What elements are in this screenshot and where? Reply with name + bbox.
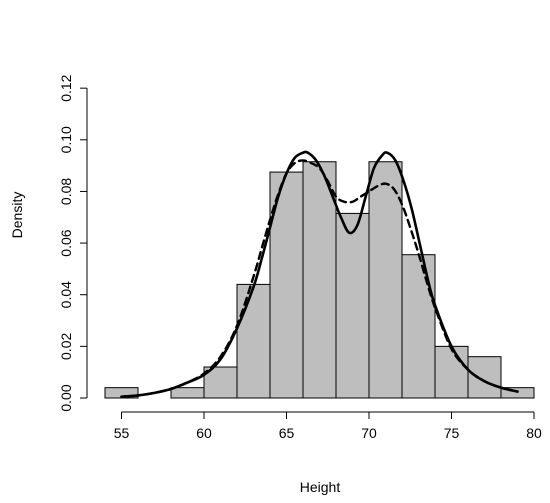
histogram-bar-58-60 [170, 387, 205, 399]
y-tick-label: 0.04 [58, 281, 74, 308]
y-tick-label: 0.02 [58, 333, 74, 360]
x-tick-label: 80 [526, 425, 542, 441]
histogram-bar-62-64 [236, 283, 271, 399]
y-axis: 0.00 0.02 0.04 0.06 0.08 0.10 0.12 [58, 74, 88, 412]
x-axis-title: Height [300, 479, 341, 495]
x-tick-label: 75 [444, 425, 460, 441]
x-axis: 55 60 65 70 75 80 [114, 411, 542, 441]
histogram-bar-66-68 [302, 161, 337, 399]
histogram-bars [104, 161, 535, 399]
solid-density-curve [120, 150, 519, 399]
x-tick-label: 60 [196, 425, 212, 441]
dashed-density-curve [120, 159, 519, 398]
y-tick-label: 0.08 [58, 178, 74, 205]
y-tick-label: 0.12 [58, 74, 74, 101]
histogram-bar-72-74 [401, 254, 436, 399]
histogram-bar-70-72 [368, 161, 403, 399]
density-curves [120, 150, 519, 399]
x-tick-label: 70 [361, 425, 377, 441]
y-tick-label: 0.06 [58, 229, 74, 256]
y-tick-label: 0.00 [58, 384, 74, 411]
x-tick-label: 55 [114, 425, 130, 441]
y-axis-title: Density [9, 192, 25, 239]
x-tick-label: 65 [279, 425, 295, 441]
histogram-bar-74-76 [434, 345, 469, 399]
histogram-bar-76-78 [467, 356, 502, 399]
histogram-bar-68-70 [335, 212, 370, 399]
y-tick-label: 0.10 [58, 126, 74, 153]
